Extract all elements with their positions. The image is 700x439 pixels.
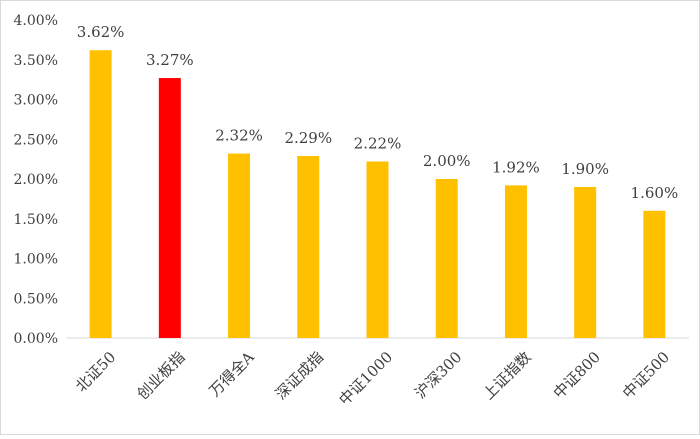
- x-tick-label: 中证1000: [335, 348, 396, 409]
- y-tick-label: 2.00%: [14, 172, 58, 188]
- data-label: 2.32%: [215, 127, 263, 145]
- x-tick-label: 中证800: [550, 348, 604, 402]
- data-label: 2.00%: [423, 152, 471, 170]
- x-tick-label: 沪深300: [411, 348, 465, 402]
- bar-9: [643, 210, 666, 338]
- data-label: 3.27%: [146, 51, 194, 69]
- data-label: 1.60%: [631, 184, 679, 202]
- x-tick-label: 创业板指: [133, 348, 188, 403]
- data-label: 3.62%: [77, 23, 125, 41]
- y-tick-label: 0.50%: [14, 291, 58, 307]
- y-tick-label: 1.50%: [14, 212, 58, 228]
- y-axis-ticks: 0.00% 0.50% 1.00% 1.50% 2.00% 2.50% 3.00% 3.50%…: [14, 13, 58, 347]
- y-tick-label: 3.00%: [14, 93, 58, 109]
- bar-1: [89, 50, 112, 339]
- y-tick-label: 3.50%: [14, 53, 58, 69]
- x-tick-label: 中证500: [619, 348, 673, 402]
- x-tick-label: 上证指数: [480, 348, 535, 403]
- bars: [89, 50, 666, 339]
- bar-3: [228, 153, 251, 338]
- data-label: 1.90%: [561, 160, 609, 178]
- bar-4: [297, 155, 320, 338]
- bar-6: [435, 179, 458, 338]
- y-tick-label: 1.00%: [14, 252, 58, 268]
- y-tick-label: 4.00%: [14, 13, 58, 29]
- data-labels: 3.62% 3.27% 2.32% 2.29% 2.22% 2.00% 1.92% 1.90%…: [77, 23, 678, 202]
- y-tick-label: 0.00%: [14, 331, 58, 347]
- data-label: 2.22%: [354, 135, 402, 153]
- data-label: 1.92%: [492, 158, 540, 176]
- bar-2: [158, 78, 181, 338]
- x-axis-ticks: 北证50 创业板指 万得全A 深证成指 中证1000 沪深300 上证指数 中证800 中证50…: [72, 348, 673, 409]
- x-tick-label: 深证成指: [272, 348, 327, 403]
- data-label: 2.29%: [284, 129, 332, 147]
- bar-7: [504, 185, 527, 338]
- bar-5: [366, 161, 389, 338]
- x-tick-label: 北证50: [72, 348, 119, 395]
- x-tick-label: 万得全A: [206, 348, 258, 400]
- bar-8: [574, 186, 597, 338]
- y-tick-label: 2.50%: [14, 132, 58, 148]
